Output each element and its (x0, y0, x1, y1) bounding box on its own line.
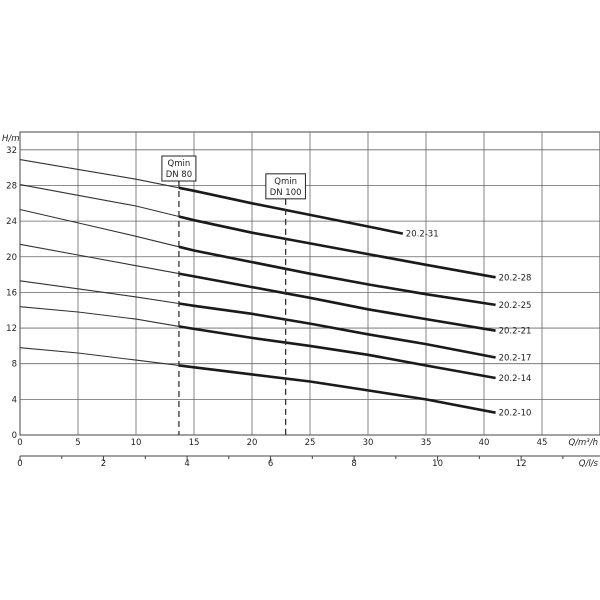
x-tick-label: 45 (537, 438, 548, 448)
x-tick-label: 40 (479, 438, 490, 448)
qmin-box (161, 155, 197, 182)
y-tick-label: 12 (6, 324, 17, 334)
series-label: 20.2-17 (499, 353, 532, 363)
x2-tick-label: 4 (184, 459, 189, 469)
x-tick-label: 35 (421, 438, 432, 448)
series-curve-thick (178, 302, 496, 359)
series-curve-thick (178, 364, 496, 414)
series-curve-thin (19, 306, 179, 327)
x2-tick-label: 0 (17, 459, 22, 469)
series-curves: 20.2-31 20.2-28 20.2-25 20.2-21 20.2-17 20.2-… (19, 159, 532, 419)
x2-tick-label: 8 (351, 459, 356, 469)
x2-tick-label: 12 (516, 459, 527, 469)
series-curve-thick (178, 215, 496, 279)
series-curve-thick (178, 245, 496, 307)
series-curve-thick (178, 325, 496, 380)
y-tick-label: 28 (6, 181, 17, 191)
series-label: 20.2-25 (499, 301, 532, 311)
x-tick-label: 5 (75, 438, 80, 448)
x-tick-label: 30 (363, 438, 374, 448)
y-tick-label: 4 (12, 395, 17, 405)
x-tick-label: 25 (305, 438, 316, 448)
grid (19, 131, 600, 436)
y-tick-label: 0 (12, 431, 17, 441)
axis-labels: H/m Q/m³/h Q/l/s (2, 134, 599, 469)
x-tick-label: 0 (17, 438, 22, 448)
qmin-box (265, 173, 306, 200)
y-axis-title: H/m (2, 134, 20, 144)
series-curve-thin (19, 208, 180, 248)
series-curve-thick (178, 186, 404, 235)
qmin-label: DN 80 (166, 170, 192, 180)
series-label: 20.2-31 (406, 230, 439, 240)
x-tick-label: 10 (131, 438, 142, 448)
series-curve-thin (19, 347, 179, 366)
qmin-label: Qmin (168, 159, 191, 169)
series-curve-thin (19, 159, 180, 189)
x2-tick-label: 10 (432, 459, 443, 469)
series-curve-thick (178, 272, 496, 332)
series-curve-thin (19, 243, 179, 275)
x-axis-title: Q/m³/h (569, 438, 599, 448)
y-tick-label: 8 (12, 360, 17, 370)
series-label: 20.2-10 (499, 409, 532, 419)
x2-tick-label: 2 (101, 459, 106, 469)
series-label: 20.2-21 (499, 327, 532, 337)
series-label: 20.2-14 (499, 374, 532, 384)
qmin-label: Qmin (274, 177, 297, 187)
y-tick-label: 16 (6, 288, 17, 298)
y-tick-label: 20 (6, 253, 17, 263)
series-label: 20.2-28 (499, 273, 532, 283)
x-tick-label: 20 (247, 438, 258, 448)
x2-axis-title: Q/l/s (579, 459, 599, 469)
y-tick-label: 32 (6, 146, 17, 156)
x2-tick-label: 6 (268, 459, 273, 469)
series-curve-thin (19, 280, 179, 305)
series-curve-thin (19, 184, 180, 218)
qmin-label: DN 100 (270, 188, 302, 198)
x-tick-label: 15 (189, 438, 200, 448)
y-tick-label: 24 (6, 217, 17, 227)
